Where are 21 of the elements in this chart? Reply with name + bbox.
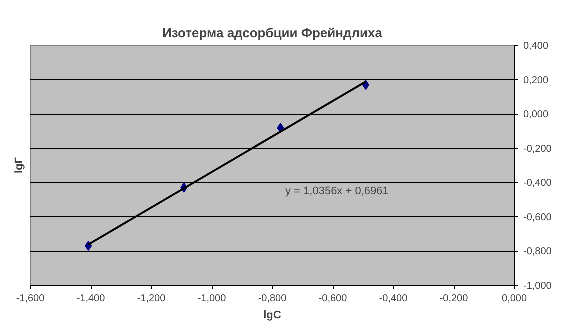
y-tick-label: -0,800 xyxy=(524,246,552,258)
y-tick-label: -0,400 xyxy=(524,178,552,190)
x-tick-label: -1,000 xyxy=(198,294,227,304)
x-tick-label: 0,000 xyxy=(502,294,528,304)
y-axis-title: lgГ xyxy=(14,156,26,174)
x-tick-label: -0,600 xyxy=(318,294,348,304)
chart-title: Изотерма адсорбции Фрейндлиха xyxy=(162,26,384,40)
x-tick-label: -1,200 xyxy=(137,294,166,304)
y-tick-label: 0,200 xyxy=(524,75,549,86)
x-tick-label: -1,600 xyxy=(16,294,46,304)
y-tick-label: -0,600 xyxy=(524,212,552,224)
x-tick-label: -1,400 xyxy=(76,294,106,304)
annotation: y = 1,0356x + 0,6961 xyxy=(286,186,389,198)
x-tick-label: -0,400 xyxy=(379,294,408,304)
x-axis-title: lgC xyxy=(264,310,282,322)
x-tick-label: -0,200 xyxy=(440,294,469,304)
y-tick-label: -0,200 xyxy=(524,144,552,155)
y-tick-label: -1,000 xyxy=(524,281,552,292)
y-tick-label: 0,400 xyxy=(524,41,549,52)
y-tick-label: 0,000 xyxy=(524,110,549,121)
x-tick-label: -0,800 xyxy=(258,294,288,304)
